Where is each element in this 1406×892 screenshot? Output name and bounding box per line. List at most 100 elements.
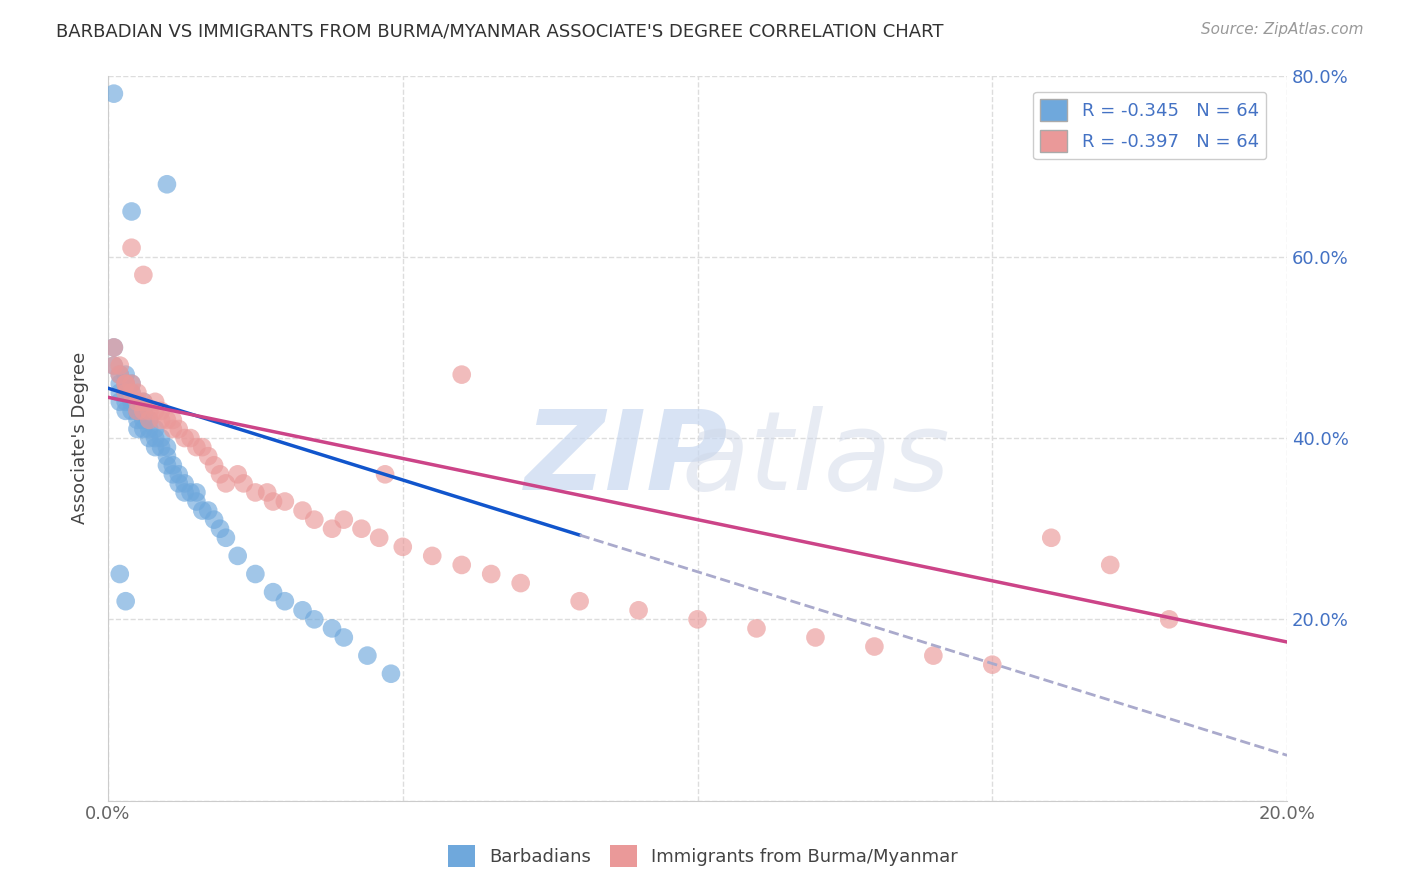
Point <box>132 404 155 418</box>
Point <box>1159 612 1181 626</box>
Point <box>156 178 179 192</box>
Point <box>374 467 396 482</box>
Point <box>173 485 195 500</box>
Point <box>568 594 591 608</box>
Point <box>274 594 297 608</box>
Point <box>156 458 179 473</box>
Point <box>686 612 709 626</box>
Point <box>226 549 249 563</box>
Point <box>103 359 125 373</box>
Point <box>167 422 190 436</box>
Point <box>127 404 149 418</box>
Point <box>114 394 136 409</box>
Point <box>321 621 343 635</box>
Point <box>627 603 650 617</box>
Point <box>156 413 179 427</box>
Point <box>208 522 231 536</box>
Point <box>156 440 179 454</box>
Point <box>103 87 125 101</box>
Point <box>150 440 173 454</box>
Text: ZIP: ZIP <box>524 407 728 513</box>
Point <box>256 485 278 500</box>
Point <box>180 485 202 500</box>
Point <box>1099 558 1122 572</box>
Point <box>304 612 326 626</box>
Point <box>162 422 184 436</box>
Point <box>180 431 202 445</box>
Point <box>922 648 945 663</box>
Point <box>103 359 125 373</box>
Point <box>863 640 886 654</box>
Point <box>127 404 149 418</box>
Point <box>108 368 131 382</box>
Point <box>162 458 184 473</box>
Point <box>262 585 284 599</box>
Point <box>132 394 155 409</box>
Point <box>108 359 131 373</box>
Point <box>509 576 531 591</box>
Point <box>108 394 131 409</box>
Point <box>804 631 827 645</box>
Point <box>114 376 136 391</box>
Point <box>150 431 173 445</box>
Point <box>114 376 136 391</box>
Point <box>127 413 149 427</box>
Point <box>121 404 143 418</box>
Point <box>127 394 149 409</box>
Point <box>121 394 143 409</box>
Point <box>420 549 443 563</box>
Point <box>167 476 190 491</box>
Text: atlas: atlas <box>681 407 950 513</box>
Point <box>391 540 413 554</box>
Point <box>132 268 155 282</box>
Point <box>333 513 356 527</box>
Point <box>191 440 214 454</box>
Point <box>150 413 173 427</box>
Point <box>186 494 208 508</box>
Point <box>262 494 284 508</box>
Point <box>114 594 136 608</box>
Point <box>150 404 173 418</box>
Point <box>127 385 149 400</box>
Point <box>350 522 373 536</box>
Point <box>479 567 502 582</box>
Point <box>114 376 136 391</box>
Point <box>162 467 184 482</box>
Point <box>127 404 149 418</box>
Text: Source: ZipAtlas.com: Source: ZipAtlas.com <box>1201 22 1364 37</box>
Point <box>138 413 160 427</box>
Point <box>108 385 131 400</box>
Point <box>103 340 125 354</box>
Legend: R = -0.345   N = 64, R = -0.397   N = 64: R = -0.345 N = 64, R = -0.397 N = 64 <box>1033 92 1267 160</box>
Point <box>1040 531 1063 545</box>
Point <box>143 431 166 445</box>
Point <box>197 449 219 463</box>
Point <box>143 394 166 409</box>
Point <box>291 603 314 617</box>
Point <box>138 431 160 445</box>
Point <box>245 485 267 500</box>
Point <box>186 485 208 500</box>
Point <box>380 666 402 681</box>
Point <box>138 413 160 427</box>
Point <box>114 368 136 382</box>
Point <box>121 376 143 391</box>
Point <box>108 376 131 391</box>
Point <box>121 241 143 255</box>
Point <box>127 422 149 436</box>
Point <box>226 467 249 482</box>
Point <box>143 440 166 454</box>
Point <box>132 422 155 436</box>
Point <box>202 513 225 527</box>
Point <box>132 404 155 418</box>
Point <box>208 467 231 482</box>
Point <box>156 449 179 463</box>
Point <box>162 413 184 427</box>
Point <box>173 476 195 491</box>
Point <box>173 431 195 445</box>
Point <box>215 476 238 491</box>
Point <box>121 385 143 400</box>
Legend: Barbadians, Immigrants from Burma/Myanmar: Barbadians, Immigrants from Burma/Myanma… <box>441 838 965 874</box>
Point <box>333 631 356 645</box>
Point <box>981 657 1004 672</box>
